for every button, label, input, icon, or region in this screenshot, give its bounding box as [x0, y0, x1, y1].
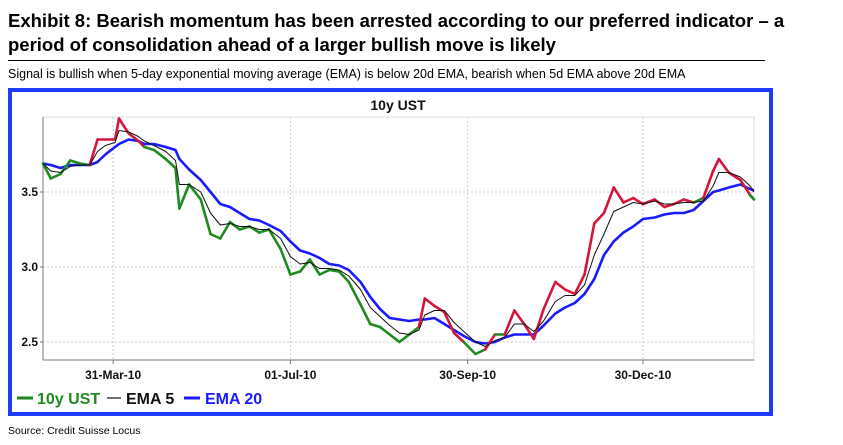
ust-segment-bearish [522, 322, 536, 341]
ust-segment-bearish [117, 117, 131, 135]
ust-segment-bullish [347, 280, 362, 306]
ust-segment-bearish [417, 297, 427, 329]
ust-segment-bullish [328, 268, 341, 273]
ust-segment-bullish [748, 193, 756, 201]
ust-segment-bullish [378, 325, 392, 336]
ust-segment-bullish [267, 228, 282, 251]
ust-segment-bullish [228, 220, 242, 231]
y-tick-label: 3.0 [21, 260, 38, 274]
ust-segment-bearish [717, 157, 730, 174]
ust-segment-bullish [41, 162, 53, 180]
ust-segment-bearish [88, 138, 99, 167]
ust-segment-bearish [711, 157, 721, 173]
y-tick-label: 3.5 [21, 185, 38, 199]
chart-title: 10y UST [370, 97, 426, 113]
ust-segment-bearish [442, 310, 456, 335]
ust-segment-bearish [622, 196, 635, 204]
x-tick-label: 30-Dec-10 [615, 368, 672, 382]
ust-segment-bearish [602, 186, 616, 215]
ust-segment-bearish [653, 198, 666, 209]
ust-segment-bearish [702, 169, 715, 200]
ust-segment-bullish [388, 333, 401, 344]
ust-segment-bullish [337, 270, 351, 284]
ust-segment-bearish [137, 139, 146, 149]
ust-segment-bearish [513, 309, 526, 326]
x-tick-label: 31-Mar-10 [85, 368, 141, 382]
x-tick-label: 01-Jul-10 [264, 368, 316, 382]
ust-segment-bearish [542, 280, 557, 311]
ust-segment-bearish [739, 178, 752, 197]
ust-segment-bearish [483, 333, 497, 351]
ust-segment-bullish [68, 159, 82, 165]
ust-segment-bearish [433, 304, 446, 314]
legend: 10y UST EMA 5 EMA 20 [17, 391, 262, 408]
ust-segment-bullish [279, 247, 292, 276]
title-divider [8, 60, 765, 61]
ust-segment-bullish [318, 268, 331, 276]
legend-label-ema20: EMA 20 [205, 391, 262, 408]
ust-segment-bearish [592, 211, 606, 225]
ust-segment-bullish [308, 258, 321, 276]
ust-segment-bullish [289, 270, 302, 276]
ust-segment-bullish [398, 333, 411, 344]
x-tick-label: 30-Sep-10 [439, 368, 496, 382]
ust-segment-bullish [209, 232, 222, 240]
ust-segment-bullish [474, 348, 487, 356]
y-tick-label: 2.5 [21, 335, 38, 349]
ust-segment-bearish [532, 307, 545, 341]
ust-segment-bullish [359, 303, 372, 326]
ust-segment-bearish [503, 309, 516, 336]
ust-segment-bullish [218, 220, 232, 240]
exhibit-title: Exhibit 8: Bearish momentum has been arr… [8, 10, 785, 55]
ema20-line [42, 138, 755, 345]
ust-segment-bullish [142, 145, 156, 152]
ust-segment-bullish [174, 166, 181, 210]
ust-segment-bullish [152, 148, 168, 161]
ust-segment-bullish [178, 183, 191, 210]
ust-segment-bearish [583, 222, 596, 276]
exhibit-subtitle: Signal is bullish when 5-day exponential… [8, 67, 686, 81]
ust-segment-bullish [187, 183, 203, 201]
ust-segment-bearish [452, 331, 466, 344]
plot-area [42, 116, 755, 361]
ust-segment-bearish [563, 288, 577, 296]
ust-segment-bearish [573, 273, 586, 296]
ust-segment-bearish [423, 297, 436, 308]
ust-segment-bearish [554, 280, 567, 291]
ust-segment-bullish [164, 157, 177, 170]
ust-segment-bearish [612, 186, 625, 204]
ust-segment-bearish [631, 196, 645, 206]
ust-segment-bullish [199, 198, 212, 236]
ust-segment-bearish [127, 132, 140, 143]
legend-label-ema5: EMA 5 [126, 391, 174, 408]
ust-segment-bullish [298, 258, 312, 273]
ema5-line [42, 130, 755, 347]
ust-segment-bearish [113, 117, 121, 141]
source-note: Source: Credit Suisse Locus [8, 425, 141, 437]
ust-segment-bullish [462, 340, 477, 356]
ust-segment-bullish [49, 172, 62, 180]
legend-label-10y-ust: 10y UST [37, 391, 100, 408]
chart-frame [8, 88, 773, 416]
ust-segment-bullish [368, 322, 382, 329]
